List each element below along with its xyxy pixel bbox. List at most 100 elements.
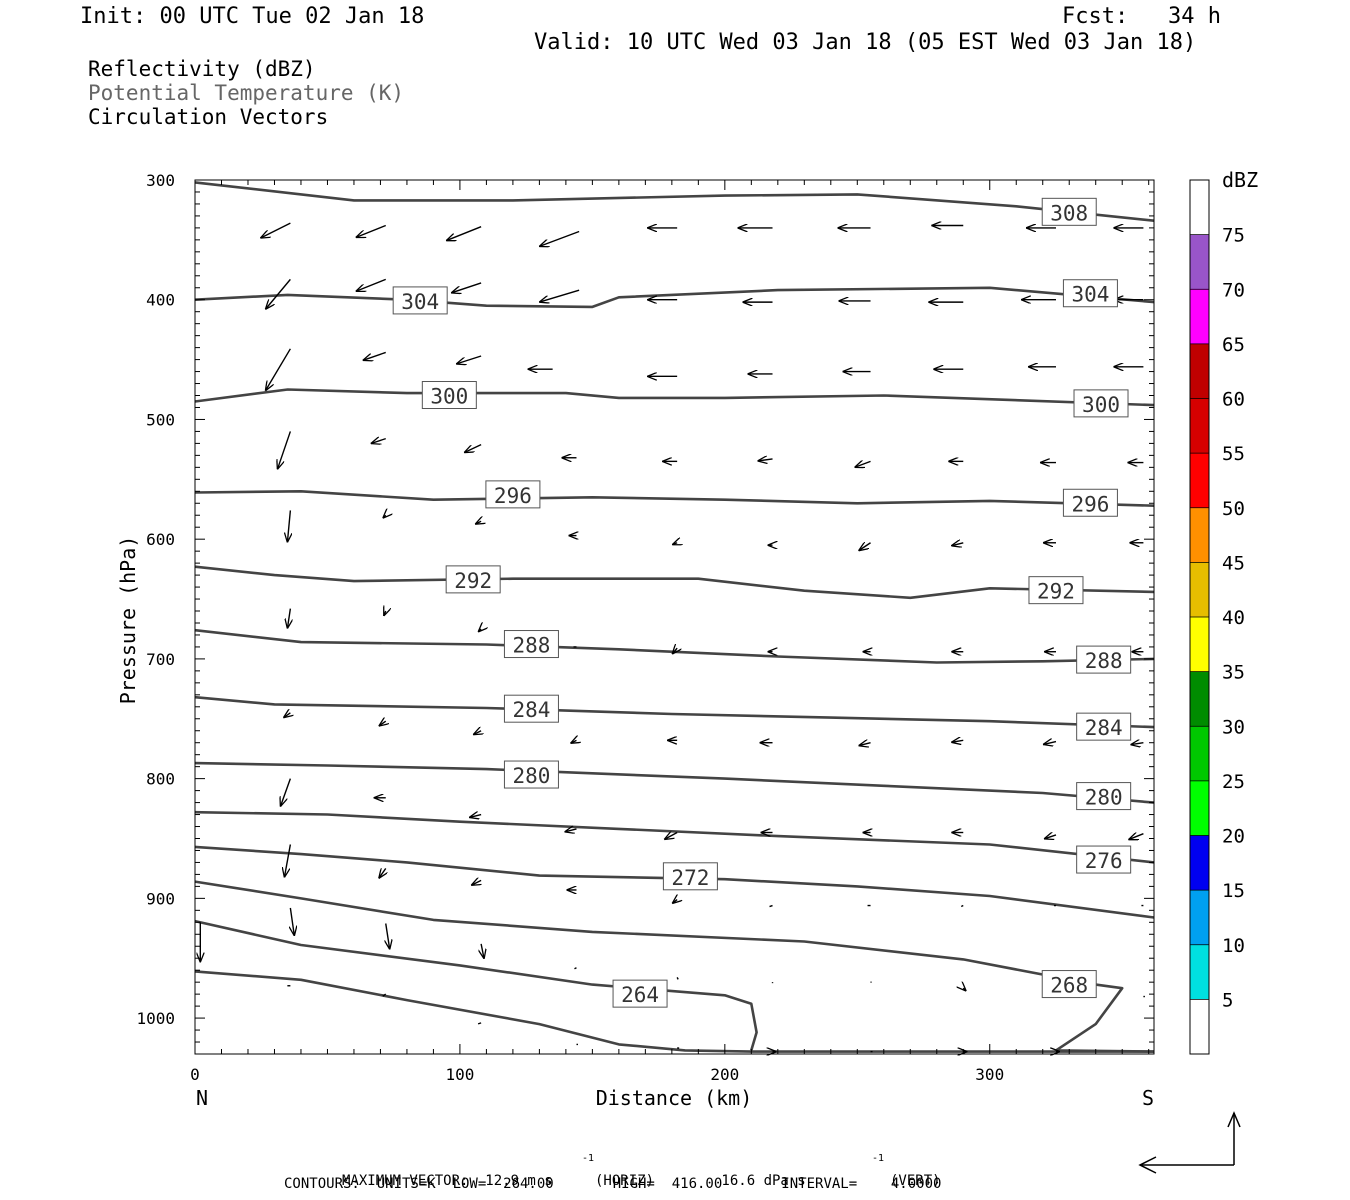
contour-label: 300 (1082, 393, 1120, 417)
contour-label-box (1028, 576, 1084, 605)
circulation-vector (478, 629, 481, 632)
colorbar-swatch (1190, 507, 1209, 563)
contour-label-box (503, 760, 559, 789)
contour-label-layer: 308 304 304 300 300 296 296 292 292 288 288 284 284 2… (392, 197, 1132, 1008)
field-potential-temperature: Potential Temperature (K) (88, 81, 405, 105)
circulation-vector (260, 222, 291, 238)
circulation-vector (672, 900, 677, 904)
colorbar-title: dBZ (1222, 168, 1258, 192)
max-vector-vert-exponent: -1 (872, 1153, 885, 1164)
circulation-vector (290, 907, 294, 936)
x-axis-right-label: S (1142, 1086, 1154, 1110)
contour-300 (194, 388, 1155, 407)
circulation-vector (769, 904, 773, 908)
contour-268 (194, 880, 1155, 1053)
circulation-vector (951, 740, 964, 742)
circulation-vector (963, 988, 966, 991)
y-tick-label: 900 (146, 889, 175, 908)
circulation-vector (1128, 834, 1144, 840)
contour-label-box (1062, 279, 1118, 308)
plot-border (194, 179, 1155, 1055)
circulation-vector (287, 608, 290, 629)
contour-label: 300 (430, 385, 468, 409)
colorbar-swatch (1190, 999, 1209, 1054)
contour-296 (194, 490, 1155, 507)
vector-layer (200, 223, 1145, 1052)
contour-label: 272 (671, 866, 709, 890)
x-tick-label: 300 (975, 1065, 1004, 1084)
y-tick-label: 1000 (136, 1009, 175, 1028)
circulation-vector (280, 778, 292, 807)
circulation-vector (539, 289, 580, 302)
circulation-vector (960, 904, 964, 908)
valid-time: Valid: 10 UTC Wed 03 Jan 18 (05 EST Wed … (534, 30, 1197, 55)
contour-label-box (662, 862, 718, 891)
contour-label-box (485, 480, 541, 509)
contour-288 (194, 628, 1155, 664)
y-tick-label: 600 (146, 530, 175, 549)
colorbar-label: 75 (1222, 225, 1245, 247)
circulation-vector (477, 1022, 482, 1025)
forecast-hour: Fcst: 34 h (1062, 4, 1221, 29)
circulation-vector (475, 521, 481, 524)
colorbar-label: 40 (1222, 607, 1245, 629)
contour-label: 296 (494, 484, 532, 508)
colorbar-label: 50 (1222, 498, 1245, 520)
axes-layer: 300 400 500 600 700 800 900 1000 0 100 200 300 (136, 171, 1154, 1084)
contour-label: 304 (401, 290, 439, 314)
contour-label: 308 (1050, 201, 1088, 225)
colorbar-swatch (1190, 234, 1209, 290)
colorbar-label: 65 (1222, 334, 1245, 356)
contour-308 (194, 181, 1155, 222)
circulation-vector (664, 833, 678, 840)
circulation-vector (469, 815, 482, 818)
contour-label-box (1041, 970, 1097, 999)
contour-label: 296 (1071, 492, 1109, 516)
circulation-vector (265, 348, 291, 391)
contour-label-box (1062, 488, 1118, 517)
colorbar-label: 20 (1222, 826, 1245, 848)
y-tick-label: 800 (146, 770, 175, 789)
colorbar: 5 10 15 20 25 30 35 40 45 50 55 60 65 70 75 (1189, 179, 1245, 1055)
field-reflectivity: Reflectivity (dBZ) (88, 57, 316, 81)
colorbar-swatch (1190, 671, 1209, 727)
plot-frame (194, 179, 1155, 1055)
colorbar-swatch (1190, 617, 1209, 672)
colorbar-label: 55 (1222, 443, 1245, 465)
circulation-vector (471, 880, 481, 885)
circulation-vector (464, 443, 482, 453)
contour-label: 284 (512, 698, 550, 722)
circulation-vector (1044, 835, 1057, 839)
contour-label: 292 (454, 569, 492, 593)
circulation-vector (383, 515, 386, 518)
reference-vector-icon (1138, 1111, 1241, 1174)
contour-276 (194, 810, 1155, 864)
x-axis-label: Distance (km) (596, 1086, 753, 1110)
init-time: Init: 00 UTC Tue 02 Jan 18 (80, 4, 425, 29)
contour-label-box (612, 979, 668, 1008)
circulation-vector (386, 923, 390, 949)
circulation-vector (951, 543, 964, 546)
circulation-vector (287, 510, 290, 542)
contour-label-box (1076, 712, 1132, 741)
circulation-vector (363, 351, 386, 360)
contour-label: 276 (1085, 849, 1123, 873)
contour-label: 264 (621, 983, 659, 1007)
colorbar-swatch (1190, 562, 1209, 617)
contour-292 (194, 565, 1155, 600)
y-tick-label: 300 (146, 171, 175, 190)
contour-label: 280 (512, 764, 550, 788)
contour-label: 288 (512, 634, 550, 658)
circulation-vector (384, 611, 386, 616)
contour-label: 284 (1085, 716, 1123, 740)
max-vector-horiz: MAXIMUM VECTOR: 12.9 m s (342, 1173, 553, 1189)
colorbar-swatch (1190, 180, 1209, 235)
colorbar-label: 25 (1222, 771, 1245, 793)
contour-304 (194, 286, 1155, 309)
colorbar-swatch (1190, 453, 1209, 508)
circulation-vector (672, 648, 677, 654)
circulation-vector (672, 543, 677, 545)
circulation-vector (539, 230, 580, 246)
y-tick-label: 500 (146, 410, 175, 429)
contour-label-box (1076, 782, 1132, 811)
